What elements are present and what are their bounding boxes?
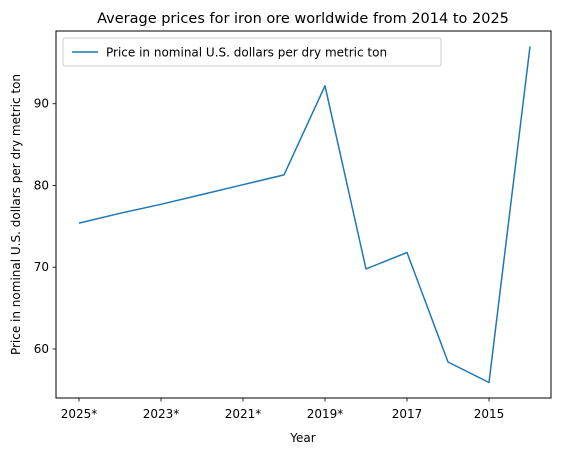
y-tick-label: 90 — [34, 97, 49, 111]
series-line — [78, 46, 531, 384]
y-axis-label: Price in nominal U.S. dollars per dry me… — [9, 74, 23, 355]
y-axis-ticks: 60 70 80 90 — [34, 97, 56, 356]
x-tick-label: 2017 — [392, 407, 423, 421]
legend: Price in nominal U.S. dollars per dry me… — [62, 37, 442, 67]
x-tick-label: 2023* — [143, 407, 180, 421]
x-tick-label: 2015 — [474, 407, 505, 421]
x-axis-ticks: 2025* 2023* 2021* 2019* 2017 2015 — [61, 398, 505, 421]
x-axis-label: Year — [289, 431, 315, 445]
plot-frame — [55, 30, 552, 399]
y-tick-label: 60 — [34, 342, 49, 356]
x-tick-label: 2025* — [61, 407, 98, 421]
legend-label: Price in nominal U.S. dollars per dry me… — [106, 46, 387, 60]
x-tick-label: 2019* — [307, 407, 344, 421]
series-layer — [78, 46, 531, 384]
y-tick-label: 70 — [34, 260, 49, 274]
y-tick-label: 80 — [34, 178, 49, 192]
x-tick-label: 2021* — [225, 407, 262, 421]
legend-box — [62, 37, 442, 67]
chart-title: Average prices for iron ore worldwide fr… — [97, 11, 509, 27]
